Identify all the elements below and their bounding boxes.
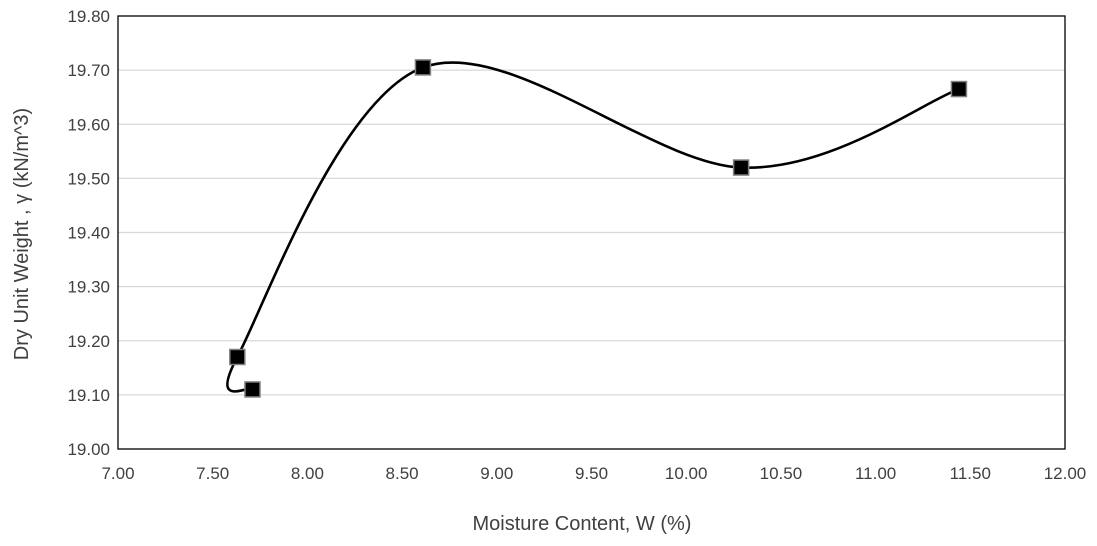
- x-tick-label: 8.00: [291, 464, 324, 483]
- x-tick-label: 12.00: [1044, 464, 1087, 483]
- y-tick-label: 19.50: [67, 169, 110, 188]
- x-tick-label: 10.00: [665, 464, 708, 483]
- data-point: [414, 59, 432, 76]
- gridlines: [118, 69, 1065, 396]
- x-tick-label: 11.50: [950, 464, 991, 483]
- y-axis-title: Dry Unit Weight , γ (kN/m^3): [11, 108, 33, 360]
- markers: [229, 59, 968, 398]
- y-tick-label: 19.30: [67, 278, 110, 297]
- y-tick-label: 19.40: [67, 224, 110, 243]
- y-tick-label: 19.70: [67, 61, 110, 80]
- y-tick-labels: 19.00 19.10 19.20 19.30 19.40 19.50 19.60 19.70…: [67, 7, 110, 459]
- y-tick-label: 19.00: [67, 440, 110, 459]
- y-tick-label: 19.60: [67, 115, 110, 134]
- data-point: [950, 80, 968, 98]
- axes: [117, 15, 1066, 450]
- x-tick-labels: 7.00 7.50 8.00 8.50 9.00 9.50 10.00 10.50 11.00 1…: [101, 464, 1086, 483]
- x-tick-label: 7.50: [196, 464, 229, 483]
- x-tick-label: 8.50: [386, 464, 419, 483]
- x-tick-label: 9.50: [575, 464, 608, 483]
- x-tick-label: 9.00: [480, 464, 513, 483]
- y-tick-label: 19.80: [67, 7, 110, 26]
- series-line: [226, 61, 960, 393]
- data-point: [244, 381, 261, 398]
- x-axis-title: Moisture Content, W (%): [473, 513, 692, 535]
- data-point: [732, 159, 750, 176]
- series: [226, 61, 960, 393]
- x-tick-label: 7.00: [101, 464, 134, 483]
- y-tick-label: 19.10: [67, 386, 110, 405]
- x-tick-label: 10.50: [760, 464, 803, 483]
- y-tick-label: 19.20: [67, 332, 110, 351]
- x-tick-label: 11.00: [855, 464, 896, 483]
- plot-area-frame: [117, 15, 1066, 450]
- data-point: [229, 348, 246, 366]
